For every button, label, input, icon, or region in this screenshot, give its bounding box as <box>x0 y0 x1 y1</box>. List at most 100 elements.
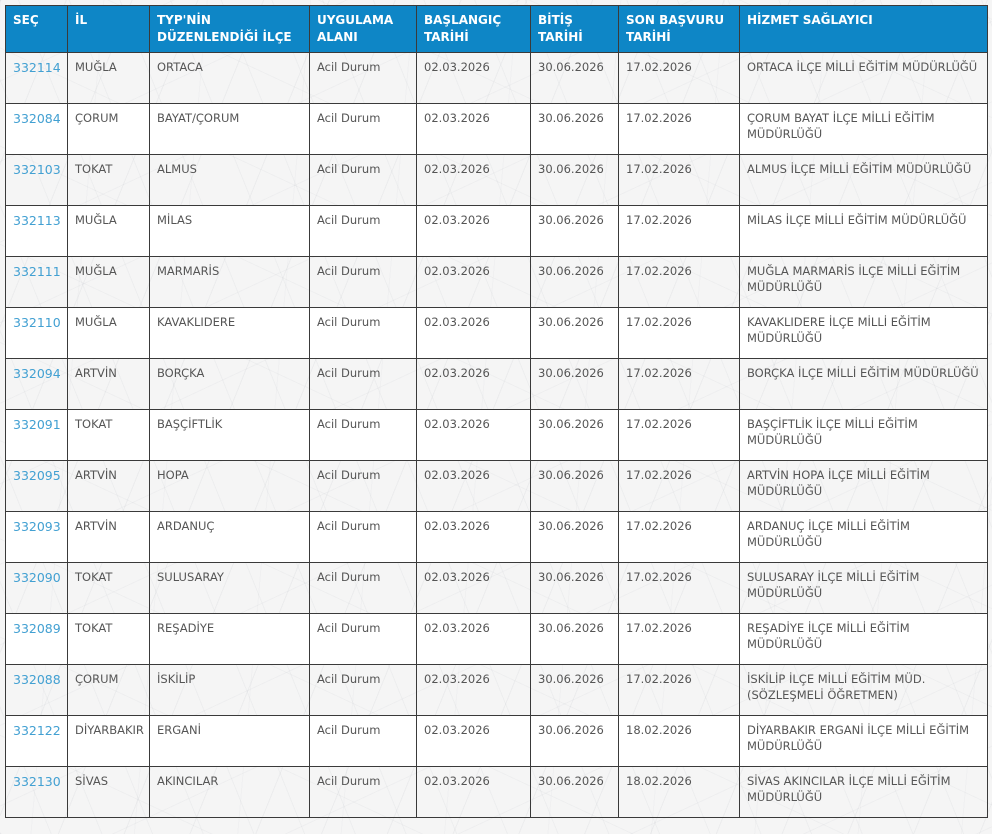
table-row: 332091 TOKAT BAŞÇİFTLİK Acil Durum 02.03.202… <box>5 409 988 462</box>
cell-alan: Acil Durum <box>309 715 417 768</box>
cell-ilce: MARMARİS <box>149 256 310 309</box>
cell-hizmet_saglayici: SULUSARAY İLÇE MİLLİ EĞİTİM MÜDÜRLÜĞÜ <box>739 562 988 615</box>
cell-sec: 332093 <box>5 511 68 564</box>
select-program-link[interactable]: 332113 <box>13 213 61 229</box>
table-row: 332084 ÇORUM BAYAT/ÇORUM Acil Durum 02.03.20… <box>5 103 988 156</box>
cell-bitis: 30.06.2026 <box>530 307 619 360</box>
cell-bitis: 30.06.2026 <box>530 52 619 105</box>
cell-ilce: MİLAS <box>149 205 310 258</box>
cell-hizmet_saglayici: ARDANUÇ İLÇE MİLLİ EĞİTİM MÜDÜRLÜĞÜ <box>739 511 988 564</box>
table-row: 332114 MUĞLA ORTACA Acil Durum 02.03.2026 30.… <box>5 52 988 105</box>
table-body: 332114 MUĞLA ORTACA Acil Durum 02.03.2026 30.… <box>5 52 988 819</box>
cell-il: ÇORUM <box>67 664 150 717</box>
cell-ilce: AKINCILAR <box>149 766 310 819</box>
cell-ilce: BAYAT/ÇORUM <box>149 103 310 156</box>
cell-alan: Acil Durum <box>309 766 417 819</box>
cell-bitis: 30.06.2026 <box>530 460 619 513</box>
cell-bitis: 30.06.2026 <box>530 256 619 309</box>
header-baslangic: BAŞLANGIÇ TARİHİ <box>416 4 531 54</box>
table-row: 332130 SİVAS AKINCILAR Acil Durum 02.03.2026… <box>5 766 988 819</box>
cell-il: MUĞLA <box>67 256 150 309</box>
cell-bitis: 30.06.2026 <box>530 511 619 564</box>
table-header: SEÇ İL TYP'NİN DÜZENLENDİĞİ İLÇE UYGULAMA A… <box>5 4 988 54</box>
cell-il: TOKAT <box>67 409 150 462</box>
cell-alan: Acil Durum <box>309 205 417 258</box>
cell-alan: Acil Durum <box>309 664 417 717</box>
cell-baslangic: 02.03.2026 <box>416 613 531 666</box>
cell-sec: 332094 <box>5 358 68 411</box>
cell-ilce: ERGANİ <box>149 715 310 768</box>
select-program-link[interactable]: 332084 <box>13 111 61 127</box>
cell-sec: 332095 <box>5 460 68 513</box>
select-program-link[interactable]: 332103 <box>13 162 61 178</box>
header-alan: UYGULAMA ALANI <box>309 4 417 54</box>
cell-il: ARTVİN <box>67 358 150 411</box>
cell-hizmet_saglayici: REŞADİYE İLÇE MİLLİ EĞİTİM MÜDÜRLÜĞÜ <box>739 613 988 666</box>
cell-son_basvuru: 17.02.2026 <box>618 154 740 207</box>
table-row: 332089 TOKAT REŞADİYE Acil Durum 02.03.2026 3… <box>5 613 988 666</box>
select-program-link[interactable]: 332090 <box>13 570 61 586</box>
cell-alan: Acil Durum <box>309 460 417 513</box>
cell-baslangic: 02.03.2026 <box>416 664 531 717</box>
cell-son_basvuru: 17.02.2026 <box>618 358 740 411</box>
table-row: 332094 ARTVİN BORÇKA Acil Durum 02.03.2026 30… <box>5 358 988 411</box>
cell-bitis: 30.06.2026 <box>530 766 619 819</box>
cell-ilce: HOPA <box>149 460 310 513</box>
cell-bitis: 30.06.2026 <box>530 205 619 258</box>
select-program-link[interactable]: 332095 <box>13 468 61 484</box>
cell-il: DİYARBAKIR <box>67 715 150 768</box>
cell-sec: 332113 <box>5 205 68 258</box>
select-program-link[interactable]: 332093 <box>13 519 61 535</box>
cell-sec: 332103 <box>5 154 68 207</box>
cell-son_basvuru: 17.02.2026 <box>618 307 740 360</box>
cell-alan: Acil Durum <box>309 52 417 105</box>
cell-son_basvuru: 17.02.2026 <box>618 460 740 513</box>
cell-sec: 332088 <box>5 664 68 717</box>
cell-hizmet_saglayici: DİYARBAKIR ERGANİ İLÇE MİLLİ EĞİTİM MÜDÜ… <box>739 715 988 768</box>
select-program-link[interactable]: 332091 <box>13 417 61 433</box>
cell-bitis: 30.06.2026 <box>530 613 619 666</box>
cell-sec: 332130 <box>5 766 68 819</box>
cell-sec: 332111 <box>5 256 68 309</box>
cell-baslangic: 02.03.2026 <box>416 205 531 258</box>
select-program-link[interactable]: 332094 <box>13 366 61 382</box>
cell-alan: Acil Durum <box>309 562 417 615</box>
cell-alan: Acil Durum <box>309 409 417 462</box>
cell-baslangic: 02.03.2026 <box>416 766 531 819</box>
cell-bitis: 30.06.2026 <box>530 664 619 717</box>
cell-il: ARTVİN <box>67 511 150 564</box>
cell-ilce: BAŞÇİFTLİK <box>149 409 310 462</box>
cell-ilce: ALMUS <box>149 154 310 207</box>
cell-son_basvuru: 17.02.2026 <box>618 664 740 717</box>
typ-program-table: SEÇ İL TYP'NİN DÜZENLENDİĞİ İLÇE UYGULAMA A… <box>5 4 988 819</box>
select-program-link[interactable]: 332130 <box>13 774 61 790</box>
cell-hizmet_saglayici: ÇORUM BAYAT İLÇE MİLLİ EĞİTİM MÜDÜRLÜĞÜ <box>739 103 988 156</box>
cell-bitis: 30.06.2026 <box>530 562 619 615</box>
table-row: 332110 MUĞLA KAVAKLIDERE Acil Durum 02.03.20… <box>5 307 988 360</box>
cell-baslangic: 02.03.2026 <box>416 562 531 615</box>
select-program-link[interactable]: 332089 <box>13 621 61 637</box>
select-program-link[interactable]: 332114 <box>13 60 61 76</box>
header-hizmet_saglayici: HİZMET SAĞLAYICI <box>739 4 988 54</box>
cell-hizmet_saglayici: SİVAS AKINCILAR İLÇE MİLLİ EĞİTİM MÜDÜRL… <box>739 766 988 819</box>
cell-baslangic: 02.03.2026 <box>416 715 531 768</box>
cell-sec: 332091 <box>5 409 68 462</box>
cell-alan: Acil Durum <box>309 613 417 666</box>
cell-il: ARTVİN <box>67 460 150 513</box>
select-program-link[interactable]: 332110 <box>13 315 61 331</box>
cell-ilce: SULUSARAY <box>149 562 310 615</box>
select-program-link[interactable]: 332122 <box>13 723 61 739</box>
cell-alan: Acil Durum <box>309 358 417 411</box>
cell-sec: 332089 <box>5 613 68 666</box>
cell-hizmet_saglayici: MİLAS İLÇE MİLLİ EĞİTİM MÜDÜRLÜĞÜ <box>739 205 988 258</box>
cell-baslangic: 02.03.2026 <box>416 409 531 462</box>
cell-ilce: REŞADİYE <box>149 613 310 666</box>
select-program-link[interactable]: 332111 <box>13 264 61 280</box>
cell-il: MUĞLA <box>67 52 150 105</box>
cell-son_basvuru: 17.02.2026 <box>618 52 740 105</box>
header-il: İL <box>67 4 150 54</box>
select-program-link[interactable]: 332088 <box>13 672 61 688</box>
cell-son_basvuru: 17.02.2026 <box>618 409 740 462</box>
cell-baslangic: 02.03.2026 <box>416 460 531 513</box>
cell-baslangic: 02.03.2026 <box>416 307 531 360</box>
